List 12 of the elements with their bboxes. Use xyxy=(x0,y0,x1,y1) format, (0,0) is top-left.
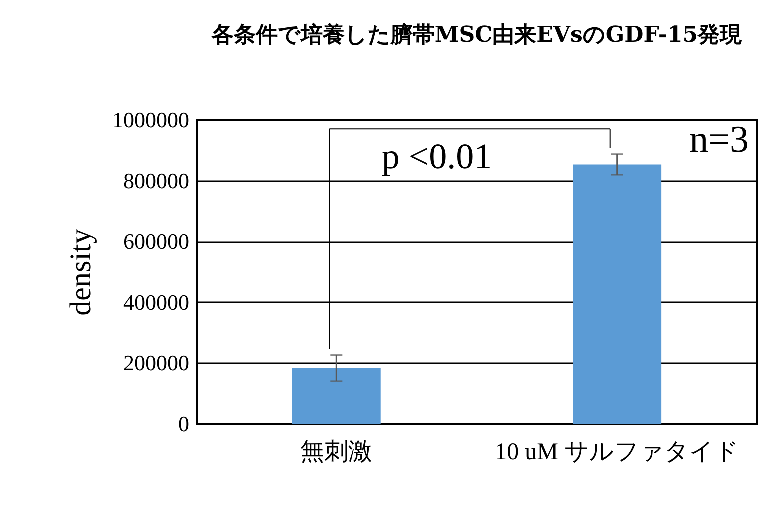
x-tick-label: 無刺激 xyxy=(300,440,373,466)
y-tick-label: 1000000 xyxy=(112,108,190,132)
y-tick-label: 600000 xyxy=(124,229,190,254)
annotation: n=3 xyxy=(690,119,749,161)
annotation: p <0.01 xyxy=(382,136,492,177)
y-axis-title: density xyxy=(64,229,98,316)
y-tick-label: 0 xyxy=(178,412,190,436)
y-tick-label: 200000 xyxy=(124,350,190,376)
y-tick-label: 800000 xyxy=(124,168,190,194)
chart-title: 各条件で培養した臍帯MSC由来EVsのGDF-15発現 xyxy=(210,22,744,48)
y-tick-label: 400000 xyxy=(124,290,190,315)
x-tick-label: 10 uM サルファタイド xyxy=(495,440,740,466)
